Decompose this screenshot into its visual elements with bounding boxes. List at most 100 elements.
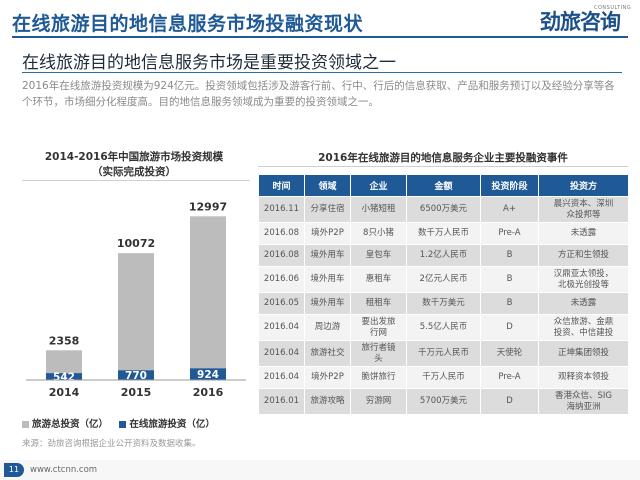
page-number: 11 xyxy=(4,463,24,477)
data-label-total-2014: 2358 xyxy=(49,334,80,347)
table-cell-企业: 要出发旅 行网 xyxy=(350,314,407,341)
footer-url: www.ctcnn.com xyxy=(30,465,98,475)
table-row: 2016.04 境外P2P 脆饼旅行 千万人民币 Pre-A 观释资本领投 xyxy=(258,366,629,389)
investment-events-table: 时间 领域 企业 金额 投资阶段 投资方 2016.11 分享住宿 小猪短租 6500万美元 A+… xyxy=(258,174,629,415)
table-cell-领域: 周边游 xyxy=(304,314,351,341)
data-label-total-2016: 12997 xyxy=(189,200,227,213)
x-tick-label-2016: 2016 xyxy=(193,386,224,399)
bar-online-2016 xyxy=(190,368,226,380)
table-cell-金额: 6500万美元 xyxy=(406,196,481,223)
title-divider xyxy=(12,36,628,38)
table-cell-金额: 千万元人民币 xyxy=(406,340,481,367)
column-header-0: 时间 xyxy=(258,174,305,197)
table-cell-金额: 2亿元人民币 xyxy=(406,266,481,293)
table-divider xyxy=(258,166,628,167)
page-header: 在线旅游目的地信息服务市场投融资现状 xyxy=(12,6,512,36)
x-tick-label-2014: 2014 xyxy=(49,386,80,399)
table-cell-投资方: 观释资本领投 xyxy=(538,366,629,389)
column-header-5: 投资方 xyxy=(538,174,629,197)
legend-label-total: 旅游总投资（亿） xyxy=(32,419,109,430)
table-cell-金额: 数千万人民币 xyxy=(406,222,481,245)
table-cell-时间: 2016.08 xyxy=(258,222,305,245)
table-cell-投资阶段: B xyxy=(480,266,539,293)
section-subtitle: 在线旅游目的地信息服务市场是重要投资领域之一 xyxy=(22,53,396,73)
subtitle-divider xyxy=(22,72,622,73)
table-cell-时间: 2016.11 xyxy=(258,196,305,223)
table-cell-金额: 1.2亿人民币 xyxy=(406,244,481,267)
table-cell-企业: 皇包车 xyxy=(350,244,407,267)
table-cell-领域: 境外P2P xyxy=(304,222,351,245)
table-cell-金额: 数千万美元 xyxy=(406,292,481,315)
table-row: 2016.04 周边游 要出发旅 行网 5.5亿人民币 D 众信旅游、金鼎 投资、中信建投 xyxy=(258,314,629,341)
column-header-3: 金额 xyxy=(406,174,481,197)
table-cell-领域: 境外用车 xyxy=(304,266,351,293)
table-cell-投资方: 未透露 xyxy=(538,292,629,315)
table-row: 2016.01 旅游攻略 穷游网 5700万美元 D 香港众信、SIG 海纳亚洲 xyxy=(258,388,629,415)
table-body: 2016.11 分享住宿 小猪短租 6500万美元 A+ 晨兴资本、深圳 众投邦等 2016… xyxy=(258,196,629,415)
table-cell-领域: 境外用车 xyxy=(304,244,351,267)
table-cell-企业: 脆饼旅行 xyxy=(350,366,407,389)
data-label-online-2014: 542 xyxy=(53,372,75,384)
table-cell-时间: 2016.01 xyxy=(258,388,305,415)
table-cell-投资阶段: D xyxy=(480,314,539,341)
table-cell-时间: 2016.04 xyxy=(258,314,305,341)
table-cell-企业: 旅行者镜 头 xyxy=(350,340,407,367)
table-cell-领域: 分享住宿 xyxy=(304,196,351,223)
table-cell-投资方: 香港众信、SIG 海纳亚洲 xyxy=(538,388,629,415)
table-row: 2016.08 境外P2P 8只小猪 数千万人民币 Pre-A 未透露 xyxy=(258,222,629,245)
legend-item-total: 旅游总投资（亿） xyxy=(22,419,108,430)
table-cell-企业: 穷游网 xyxy=(350,388,407,415)
table-cell-时间: 2016.05 xyxy=(258,292,305,315)
legend-label-online: 在线旅游投资（亿） xyxy=(129,419,215,430)
table-cell-金额: 5.5亿人民币 xyxy=(406,314,481,341)
table-cell-企业: 小猪短租 xyxy=(350,196,407,223)
table-cell-投资阶段: D xyxy=(480,388,539,415)
table-row: 2016.04 旅游社交 旅行者镜 头千万元人民币 天使轮 正坤集团领投 xyxy=(258,340,629,367)
column-header-2: 企业 xyxy=(350,174,407,197)
logo-text: 劲旅咨询 xyxy=(540,10,621,34)
source-note: 来源：劲旅咨询根据企业公开资料及数据收集。 xyxy=(22,439,201,449)
bar-online-2015 xyxy=(118,370,154,380)
x-tick-label-2015: 2015 xyxy=(121,386,152,399)
table-cell-企业: 惠租车 xyxy=(350,266,407,293)
table-cell-投资阶段: Pre-A xyxy=(480,366,539,389)
table-cell-领域: 境外用车 xyxy=(304,292,351,315)
table-row: 2016.08 境外用车 皇包车 1.2亿人民币 B 方正和生领投 xyxy=(258,244,629,267)
table-cell-领域: 境外P2P xyxy=(304,366,351,389)
table-row: 2016.11 分享住宿 小猪短租 6500万美元 A+ 晨兴资本、深圳 众投邦等 xyxy=(258,196,629,223)
company-logo: 劲旅咨询 CONSULTING xyxy=(540,5,636,37)
table-row: 2016.06 境外用车 惠租车 2亿元人民币 B 汉鼎亚太领投， 北极光创投等 xyxy=(258,266,629,293)
table-cell-金额: 千万人民币 xyxy=(406,366,481,389)
table-cell-时间: 2016.08 xyxy=(258,244,305,267)
table-cell-投资阶段: A+ xyxy=(480,196,539,223)
table-cell-企业: 8只小猪 xyxy=(350,222,407,245)
table-cell-投资方: 众信旅游、金鼎 投资、中信建投 xyxy=(538,314,629,341)
table-cell-时间: 2016.04 xyxy=(258,366,305,389)
page-title: 在线旅游目的地信息服务市场投融资现状 xyxy=(12,13,364,35)
table-cell-时间: 2016.04 xyxy=(258,340,305,367)
column-header-1: 领域 xyxy=(304,174,351,197)
bar-total-2015 xyxy=(118,253,154,380)
table-cell-投资方: 汉鼎亚太领投， 北极光创投等 xyxy=(538,266,629,293)
table-cell-时间: 2016.06 xyxy=(258,266,305,293)
table-cell-企业: 租租车 xyxy=(350,292,407,315)
intro-paragraph: 2016年在线旅游投资规模为924亿元。投资领域包括涉及游客行前、行中、行后的信… xyxy=(22,80,615,108)
table-header-row: 时间 领域 企业 金额 投资阶段 投资方 xyxy=(258,174,629,197)
footer-bar xyxy=(0,460,640,480)
table-cell-投资阶段: 天使轮 xyxy=(480,340,539,367)
chart-divider xyxy=(22,180,250,181)
data-label-total-2015: 10072 xyxy=(117,237,155,250)
table-cell-投资阶段: Pre-A xyxy=(480,222,539,245)
table-cell-金额: 5700万美元 xyxy=(406,388,481,415)
table-row: 2016.05 境外用车 租租车 数千万美元 B 未透露 xyxy=(258,292,629,315)
table-cell-投资方: 未透露 xyxy=(538,222,629,245)
table-cell-投资方: 晨兴资本、深圳 众投邦等 xyxy=(538,196,629,223)
chart-legend: 旅游总投资（亿） 在线旅游投资（亿） xyxy=(22,416,223,430)
investment-bar-chart: 2358 542 2014 10072 770 2015 12997 924 2016 xyxy=(26,200,246,399)
table-cell-投资方: 方正和生领投 xyxy=(538,244,629,267)
table-cell-投资阶段: B xyxy=(480,244,539,267)
logo-subtext: CONSULTING xyxy=(594,5,632,11)
column-header-4: 投资阶段 xyxy=(480,174,539,197)
legend-swatch-online xyxy=(119,421,127,428)
legend-item-online: 在线旅游投资（亿） xyxy=(119,419,215,430)
